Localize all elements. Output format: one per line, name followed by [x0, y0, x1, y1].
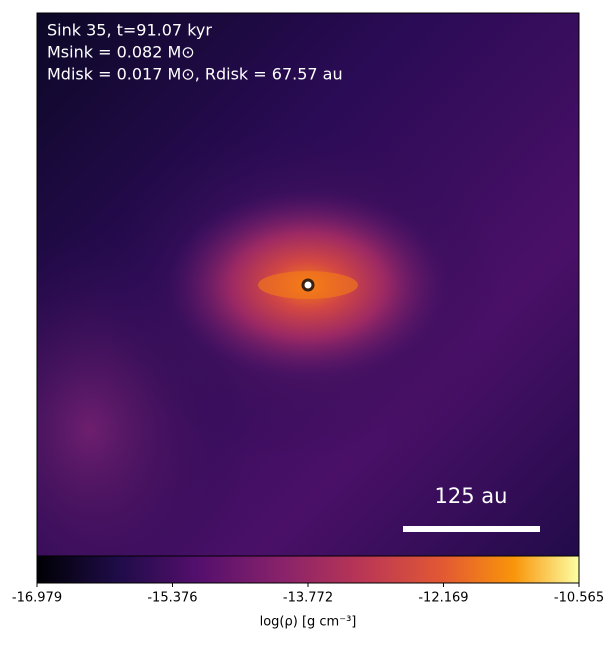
- scalebar-label: 125 au: [435, 484, 508, 508]
- annotation: Mdisk = 0.017 M⊙, Rdisk = 67.57 au: [47, 65, 343, 84]
- colorbar: [36, 555, 580, 584]
- colorbar-label: log(ρ) [g cm⁻³]: [260, 615, 357, 630]
- annotation: Sink 35, t=91.07 kyr: [47, 21, 212, 40]
- density-image: [37, 13, 579, 556]
- colorbar-tick-label: -15.376: [147, 591, 197, 606]
- colorbar-tick-label: -13.772: [283, 591, 333, 606]
- colorbar-tick-label: -10.565: [554, 591, 604, 606]
- colorbar-tick-label: -16.979: [12, 591, 62, 606]
- scalebar: [403, 526, 540, 532]
- annotation: Msink = 0.082 M⊙: [47, 43, 195, 62]
- colorbar-tick-label: -12.169: [418, 591, 468, 606]
